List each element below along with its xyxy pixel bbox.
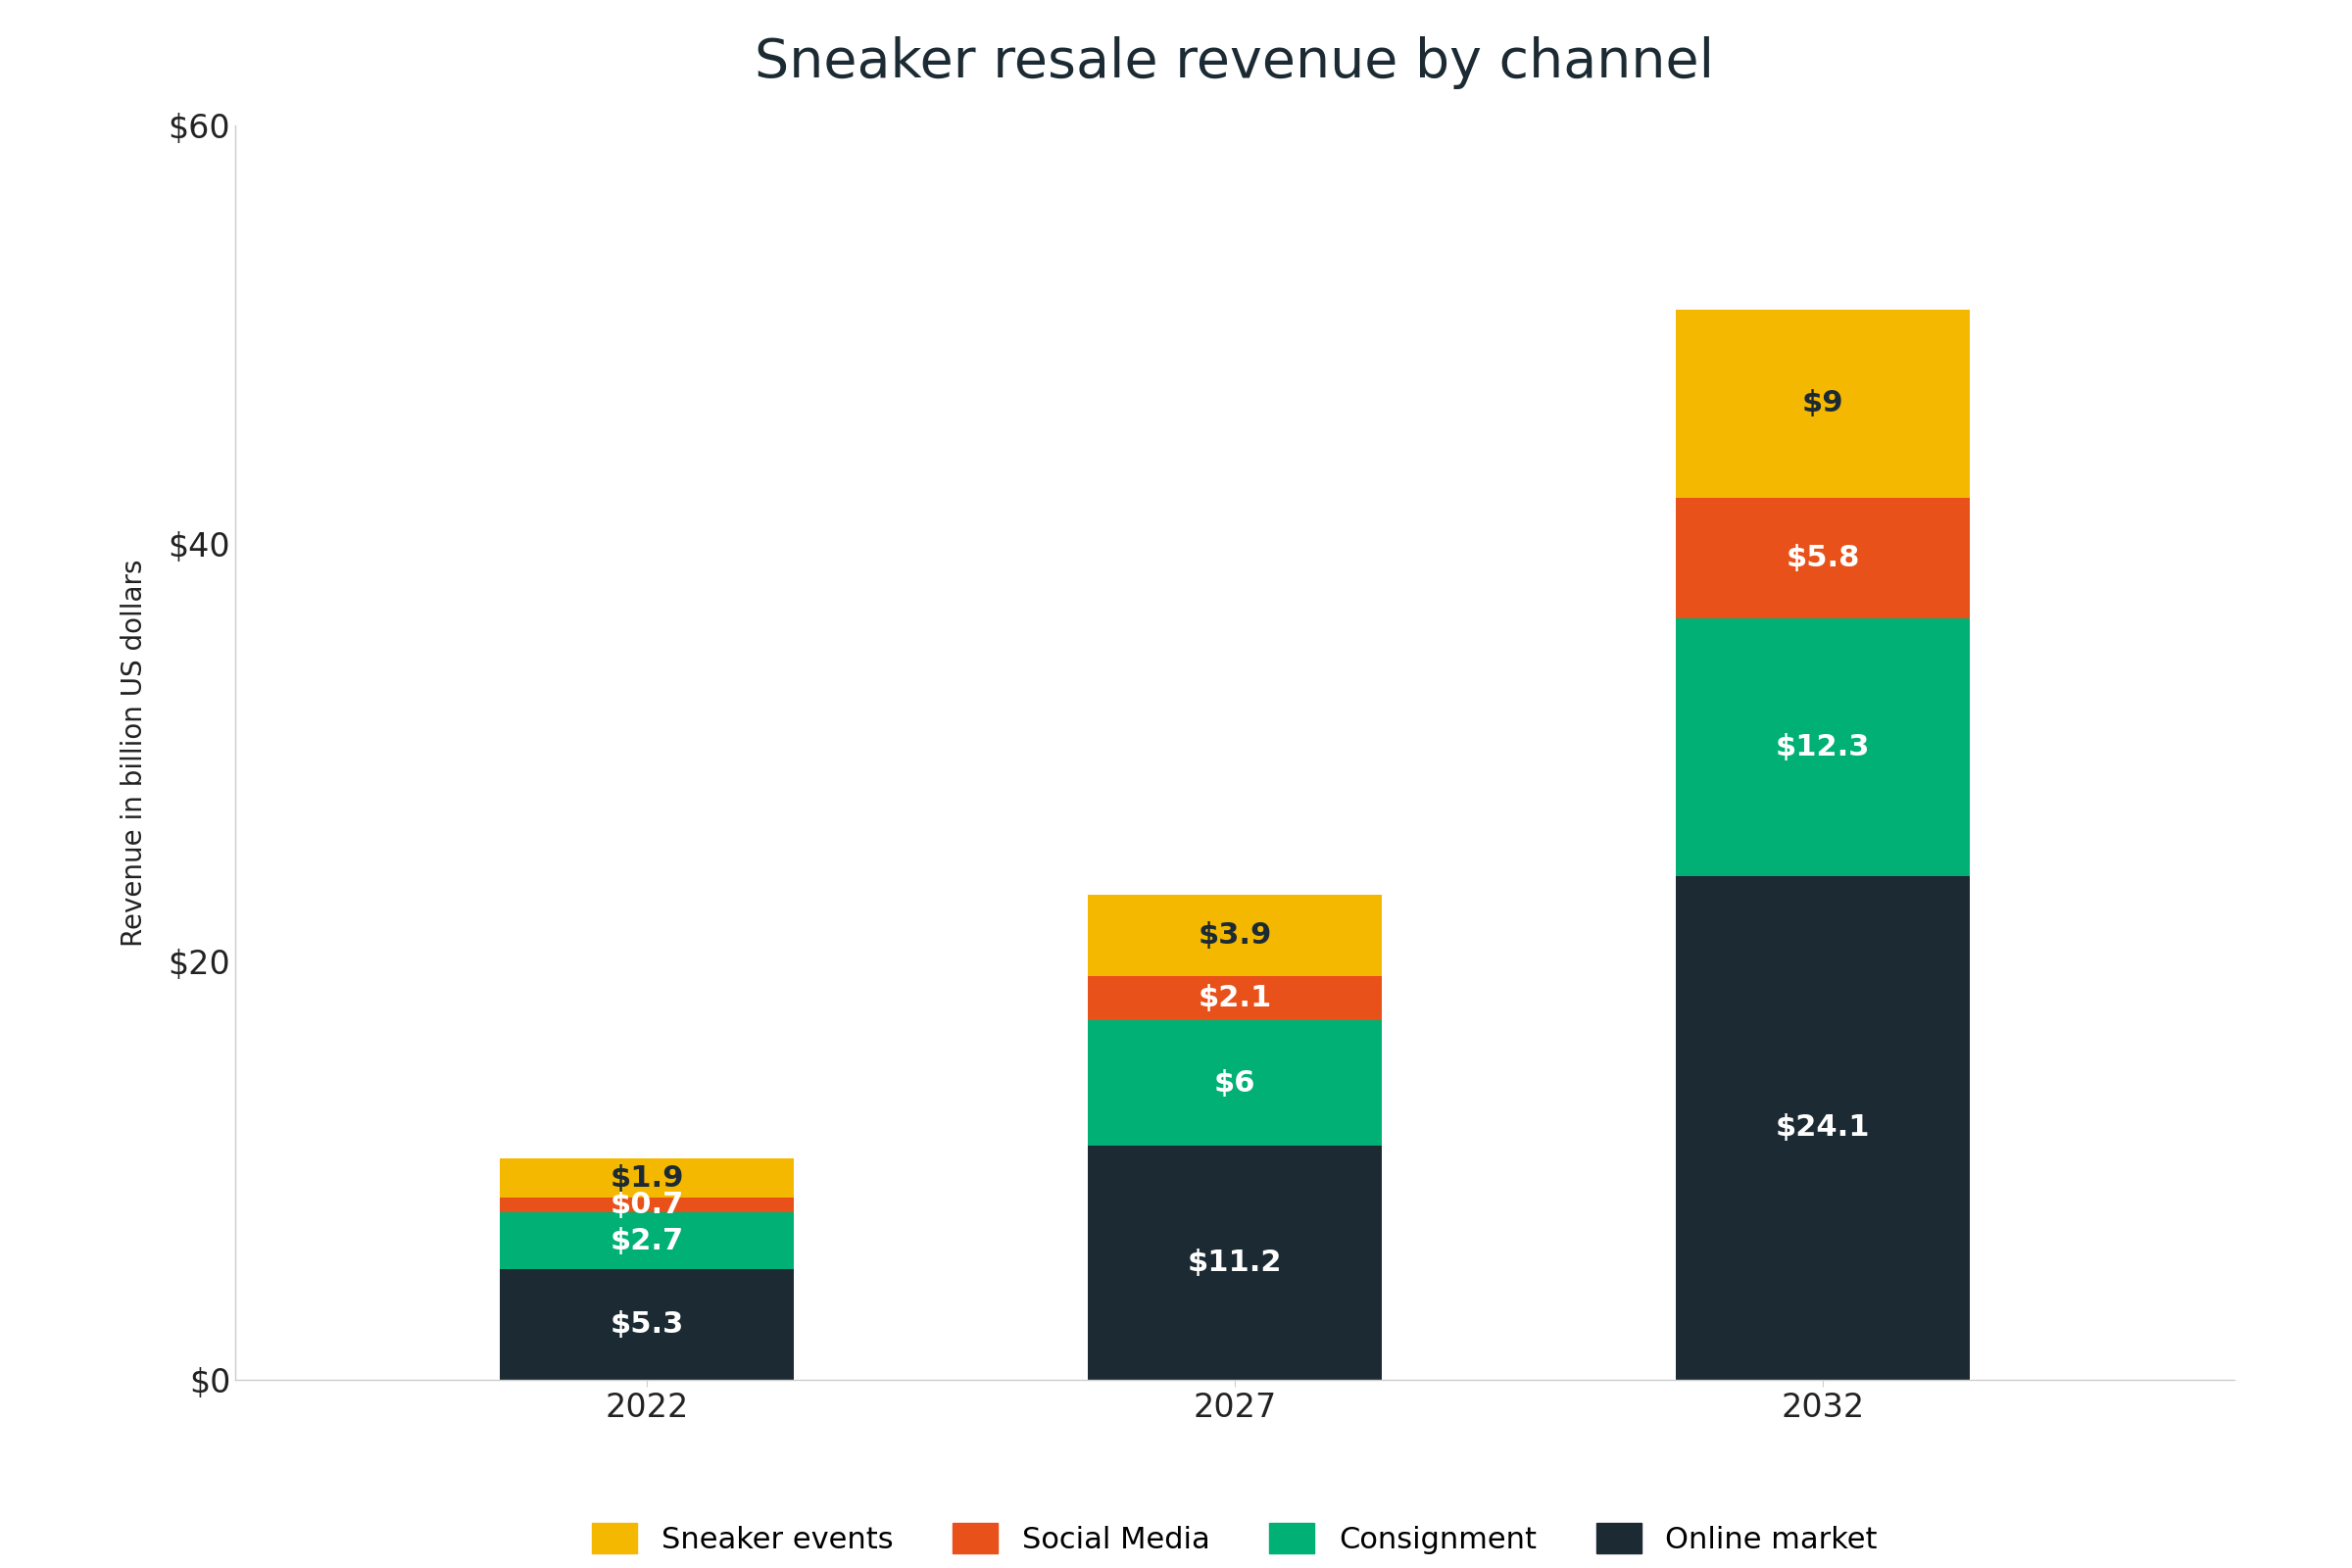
Bar [501, 1269, 795, 1380]
Bar [501, 1212, 795, 1269]
Y-axis label: Revenue in billion US dollars: Revenue in billion US dollars [120, 558, 148, 947]
Bar [1675, 309, 1969, 497]
Text: $5.3: $5.3 [609, 1311, 684, 1339]
Bar [1675, 619, 1969, 877]
Bar [501, 1159, 795, 1198]
Bar [1087, 1146, 1383, 1380]
Text: $24.1: $24.1 [1776, 1113, 1870, 1142]
Text: $0.7: $0.7 [609, 1192, 684, 1220]
Bar [1675, 497, 1969, 619]
Text: $5.8: $5.8 [1785, 544, 1860, 572]
Text: $12.3: $12.3 [1776, 734, 1870, 762]
Text: $2.7: $2.7 [609, 1226, 684, 1254]
Text: $3.9: $3.9 [1197, 922, 1272, 950]
Text: $2.1: $2.1 [1197, 985, 1272, 1013]
Bar [1675, 877, 1969, 1380]
Text: $11.2: $11.2 [1188, 1248, 1282, 1276]
Bar [1087, 1021, 1383, 1146]
Bar [1087, 895, 1383, 977]
Text: $1.9: $1.9 [609, 1163, 684, 1192]
Bar [1087, 977, 1383, 1021]
Bar [501, 1198, 795, 1212]
Text: $9: $9 [1802, 389, 1844, 417]
Legend: Sneaker events, Social Media, Consignment, Online market: Sneaker events, Social Media, Consignmen… [576, 1508, 1893, 1568]
Title: Sneaker resale revenue by channel: Sneaker resale revenue by channel [755, 36, 1715, 89]
Text: $6: $6 [1214, 1069, 1256, 1098]
